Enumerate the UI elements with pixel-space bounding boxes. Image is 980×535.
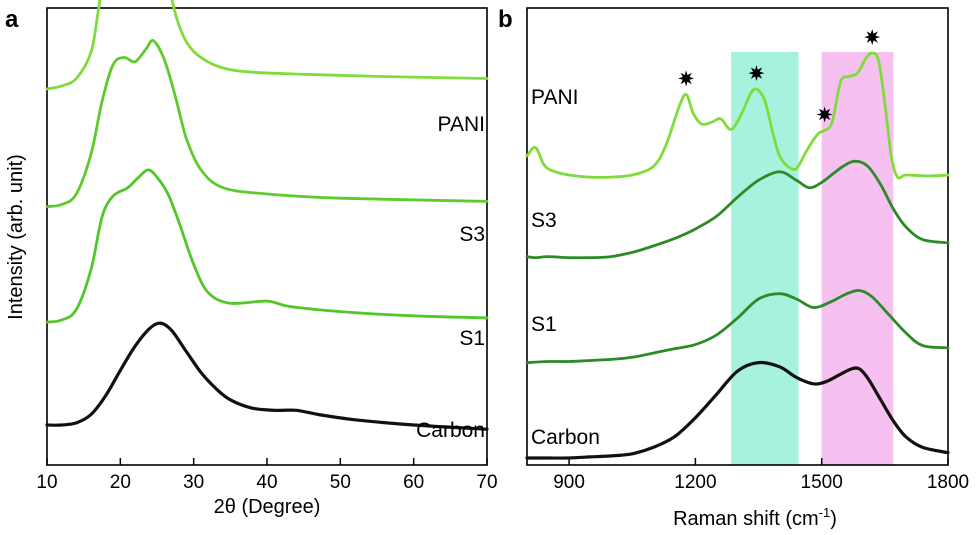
- panel-b-x-axis-title-end: ): [830, 508, 837, 530]
- panel-b-x-tick-label-1800: 1800: [927, 472, 969, 493]
- panel-b-series: [525, 51, 950, 460]
- panel-b-label-carbon: Carbon: [531, 426, 600, 449]
- panel-b-series-s3: [525, 159, 950, 260]
- panel-b-x-axis-title-sup: -1: [819, 505, 831, 520]
- panel-b-x-tick-label-1200: 1200: [674, 472, 716, 493]
- panel-b-x-axis-title-main: Raman shift (cm: [673, 508, 819, 530]
- panel-a-x-tick-label-30: 30: [183, 472, 204, 493]
- panel-b: b Raman shift (cm-1) 900 1200 1500 1800 PAN…: [498, 6, 969, 530]
- panel-a-series: [45, 0, 489, 431]
- panel-a-x-tick-label-40: 40: [256, 472, 277, 493]
- panel-b-x-tick-label-900: 900: [553, 472, 585, 493]
- panel-a-x-tick-label-50: 50: [330, 472, 351, 493]
- panel-a-label-carbon: Carbon: [416, 419, 485, 442]
- panel-b-x-ticks: 900 1200 1500 1800: [553, 458, 969, 493]
- panel-b-series-s1: [525, 289, 950, 364]
- panel-b-label-pani: PANI: [531, 86, 578, 109]
- panel-a-x-tick-label-60: 60: [403, 472, 424, 493]
- panel-a-x-tick-label-70: 70: [476, 472, 497, 493]
- panel-b-shaded-bands: [731, 52, 894, 465]
- panel-a-x-axis-title: 2θ (Degree): [214, 496, 321, 518]
- panel-b-label-s3: S3: [531, 209, 557, 232]
- shaded-band-1: [731, 52, 799, 465]
- panel-a-y-axis-title: Intensity (arb. unit): [5, 154, 27, 320]
- panel-a-label-s1: S1: [459, 327, 485, 350]
- panel-a-series-pani: [45, 0, 489, 91]
- panel-b-letter: b: [498, 6, 513, 33]
- panel-a-series-s1: [45, 168, 489, 324]
- panel-a-series-labels: PANI S3 S1 Carbon: [416, 113, 485, 442]
- peak-marker-4: [864, 29, 881, 46]
- panel-a-label-pani: PANI: [438, 113, 485, 136]
- panel-b-series-labels: PANI S3 S1 Carbon: [531, 86, 600, 449]
- peak-marker-1: [678, 70, 695, 87]
- panel-a-x-tick-label-20: 20: [110, 472, 131, 493]
- panel-b-x-tick-label-1500: 1500: [801, 472, 843, 493]
- peak-marker-3: [816, 106, 833, 123]
- peak-marker-2: [748, 65, 765, 82]
- panel-a-x-ticks: 10 20 30 40 50 60 70: [36, 458, 498, 493]
- panel-a-letter: a: [5, 6, 19, 33]
- panel-b-label-s1: S1: [531, 313, 557, 336]
- panel-a-x-tick-label-10: 10: [36, 472, 57, 493]
- panel-a-series-carbon: [45, 321, 489, 431]
- panel-b-x-axis-title: Raman shift (cm-1): [673, 505, 837, 530]
- panel-a: a Intensity (arb. unit) 2θ (Degree) 10 20…: [5, 0, 498, 518]
- panel-a-series-s3: [45, 39, 489, 208]
- panel-b-series-carbon: [525, 360, 950, 460]
- panel-b-frame: [526, 7, 949, 466]
- panel-b-peak-markers: [678, 29, 881, 123]
- panel-a-label-s3: S3: [459, 223, 485, 246]
- panel-b-series-pani: [525, 51, 950, 180]
